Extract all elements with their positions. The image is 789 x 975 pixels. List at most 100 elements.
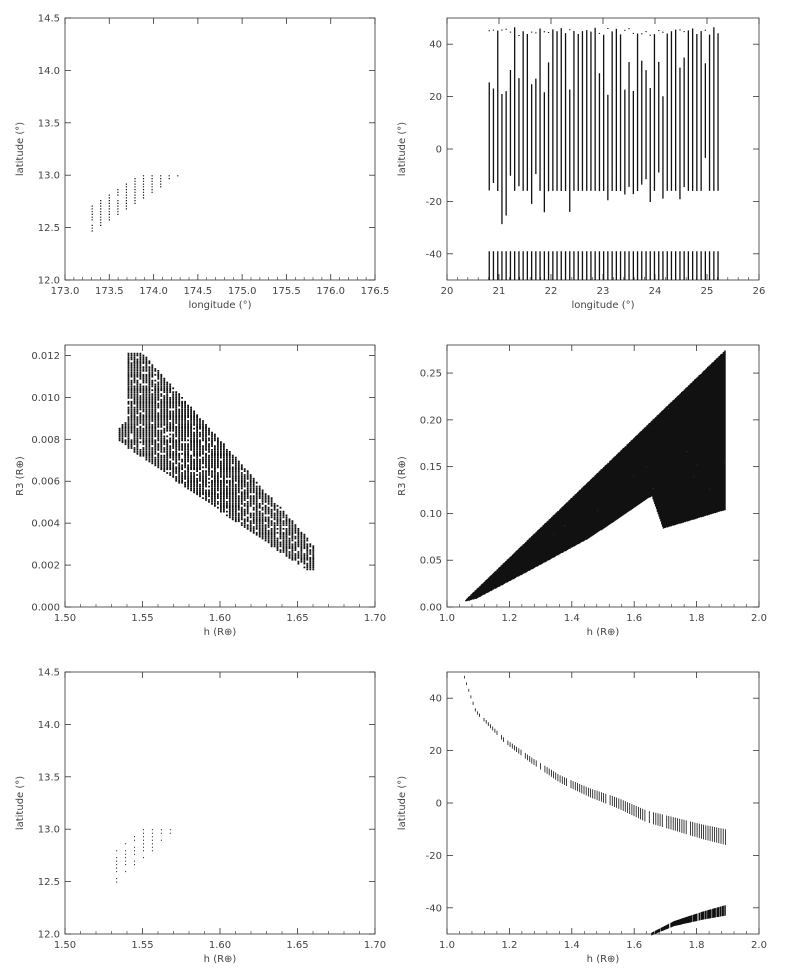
- y-tick-label: 20: [429, 92, 442, 103]
- scatter-markers: [488, 27, 719, 281]
- y-tick-label: -40: [426, 903, 442, 914]
- y-tick-label: -20: [426, 851, 442, 862]
- x-axis-label: h (R⊕): [587, 954, 620, 965]
- scatter-markers: [116, 829, 171, 883]
- x-tick-label: 1.8: [689, 940, 705, 951]
- y-axis-label: latitude (°): [15, 122, 26, 176]
- x-tick-label: 1.4: [564, 613, 580, 624]
- data-points: [91, 175, 179, 232]
- y-tick-label: 13.5: [38, 118, 60, 129]
- chart-panel-p1: 173.0 173.5 174.0 174.5 175.0 175.5 176.0 176.5…: [15, 14, 389, 312]
- y-tick-label: 20: [429, 746, 442, 757]
- plot-frame: [64, 17, 376, 281]
- y-axis-label: latitude (°): [397, 122, 408, 176]
- y-tick-label: 40: [429, 694, 442, 705]
- x-tick-label: 174.0: [139, 286, 168, 297]
- plot-frame: [64, 671, 376, 935]
- y-axis-label: latitude (°): [15, 776, 26, 830]
- y-tick-label: 0.05: [420, 556, 442, 567]
- y-tick-label: 14.5: [38, 14, 60, 25]
- scatter-markers: [465, 350, 726, 602]
- x-tick-label: 175.0: [228, 286, 257, 297]
- y-tick-label: -20: [426, 197, 442, 208]
- y-tick-label: 0.002: [31, 561, 60, 572]
- x-tick-label: 23: [597, 286, 610, 297]
- x-tick-label: 1.70: [364, 940, 386, 951]
- x-tick-label: 1.2: [501, 940, 517, 951]
- chart-panel-p2: 20 21 22 23 24 25 26 -40 -20 0 20 40 longitude (°) la…: [397, 17, 766, 311]
- x-axis-label: h (R⊕): [587, 627, 620, 638]
- y-tick-label: 13.0: [38, 825, 60, 836]
- x-tick-label: 173.0: [51, 286, 80, 297]
- y-tick-label: 13.5: [38, 772, 60, 783]
- y-tick-label: 0.10: [420, 509, 442, 520]
- y-tick-label: 14.5: [38, 668, 60, 679]
- y-tick-label: 0.006: [31, 477, 60, 488]
- x-axis-label: longitude (°): [571, 300, 634, 311]
- x-tick-label: 1.6: [626, 940, 642, 951]
- data-points: [464, 675, 726, 936]
- x-tick-label: 1.60: [209, 613, 231, 624]
- x-tick-label: 175.5: [272, 286, 301, 297]
- y-tick-label: 0.000: [31, 603, 60, 614]
- x-axis-label: h (R⊕): [204, 627, 237, 638]
- x-tick-label: 24: [649, 286, 662, 297]
- y-tick-label: 12.5: [38, 223, 60, 234]
- x-axis-label: longitude (°): [188, 300, 251, 311]
- x-tick-label: 173.5: [95, 286, 124, 297]
- x-tick-label: 1.60: [209, 940, 231, 951]
- x-tick-label: 1.50: [54, 613, 76, 624]
- x-tick-label: 176.0: [316, 286, 345, 297]
- chart-panel-p5: 1.50 1.55 1.60 1.65 1.70 12.0 12.5 13.0 13.5 14.0…: [15, 668, 386, 966]
- x-tick-label: 1.2: [501, 613, 517, 624]
- x-tick-label: 1.4: [564, 940, 580, 951]
- x-tick-label: 26: [753, 286, 766, 297]
- scatter-markers: [118, 352, 315, 571]
- x-tick-label: 176.5: [361, 286, 390, 297]
- y-tick-label: 14.0: [38, 66, 60, 77]
- plot-frame: [446, 671, 760, 935]
- y-axis-label: R3 (R⊕): [15, 456, 26, 496]
- scatter-markers: [91, 175, 179, 232]
- y-tick-label: 0: [436, 799, 442, 810]
- y-axis-label: latitude (°): [397, 776, 408, 830]
- data-points: [465, 350, 726, 602]
- plot-frame: [446, 344, 760, 608]
- x-tick-label: 1.50: [54, 940, 76, 951]
- y-tick-label: 12.0: [38, 930, 60, 941]
- x-tick-label: 2.0: [751, 940, 767, 951]
- x-tick-label: 1.70: [364, 613, 386, 624]
- y-tick-label: 40: [429, 40, 442, 51]
- chart-panel-p3: 1.50 1.55 1.60 1.65 1.70 0.000 0.002 0.004 0.006…: [15, 344, 386, 638]
- x-tick-label: 21: [493, 286, 506, 297]
- y-tick-label: 12.0: [38, 276, 60, 287]
- scatter-markers: [464, 675, 726, 936]
- x-tick-label: 1.55: [131, 613, 153, 624]
- y-tick-label: 0: [436, 145, 442, 156]
- x-tick-label: 25: [701, 286, 714, 297]
- y-tick-label: 0.010: [31, 393, 60, 404]
- y-tick-label: 0.008: [31, 435, 60, 446]
- x-tick-label: 1.0: [439, 613, 455, 624]
- x-tick-label: 1.65: [286, 940, 308, 951]
- x-axis-label: h (R⊕): [204, 954, 237, 965]
- data-points: [116, 829, 171, 883]
- y-tick-label: 0.20: [420, 415, 442, 426]
- y-tick-label: 0.00: [420, 603, 442, 614]
- x-tick-label: 2.0: [751, 613, 767, 624]
- chart-panel-p6: 1.0 1.2 1.4 1.6 1.8 2.0 -40 -20 0 20 40 h (R⊕) latit…: [397, 671, 767, 965]
- y-tick-label: 14.0: [38, 720, 60, 731]
- y-axis-label: R3 (R⊕): [397, 456, 408, 496]
- y-tick-label: 12.5: [38, 877, 60, 888]
- y-tick-label: -40: [426, 249, 442, 260]
- y-tick-label: 13.0: [38, 171, 60, 182]
- chart-panel-p4: 1.0 1.2 1.4 1.6 1.8 2.0 0.00 0.05 0.10 0.15 0.20 0.…: [397, 344, 767, 638]
- data-points: [118, 352, 315, 571]
- x-tick-label: 20: [441, 286, 454, 297]
- y-tick-label: 0.25: [420, 369, 442, 380]
- x-tick-label: 1.0: [439, 940, 455, 951]
- y-tick-label: 0.15: [420, 462, 442, 473]
- y-tick-label: 0.012: [31, 351, 60, 362]
- y-tick-label: 0.004: [31, 519, 60, 530]
